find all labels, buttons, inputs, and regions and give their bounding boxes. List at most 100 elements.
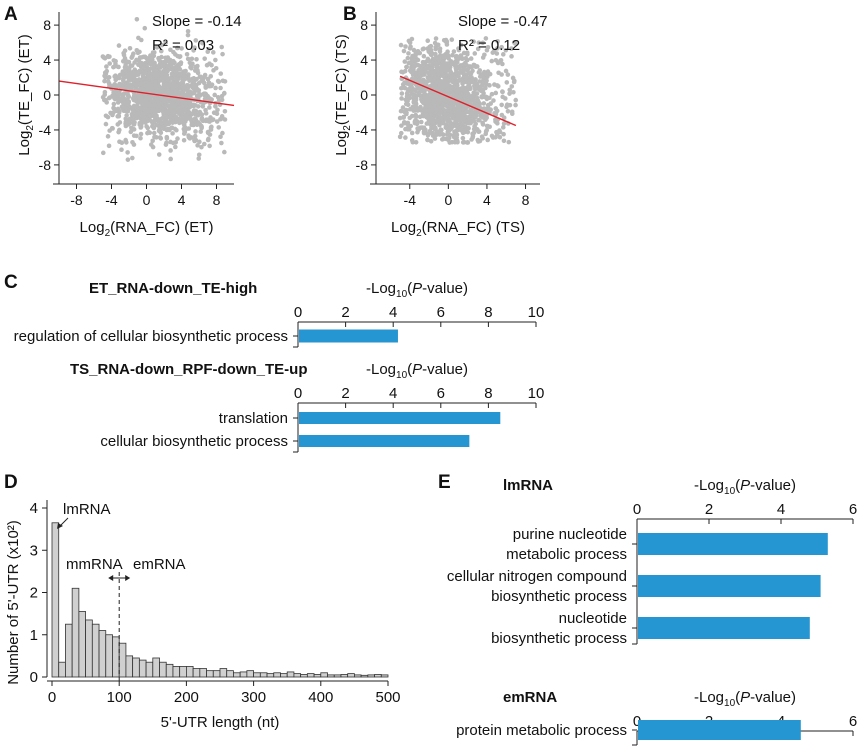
scatter-point (187, 115, 193, 120)
scatter-point (411, 93, 417, 99)
scatter-point (125, 59, 130, 65)
scatter-point (425, 38, 431, 43)
y-tick-label: 8 (360, 17, 368, 33)
histogram-bar (91, 623, 100, 678)
scatter-point (220, 130, 225, 136)
scatter-point (483, 36, 489, 41)
histogram-bar (293, 673, 302, 678)
scatter-point (454, 78, 460, 84)
scatter-point (177, 54, 182, 60)
scatter-point (207, 61, 212, 66)
scatter-point (218, 134, 223, 140)
histogram-bar (266, 673, 275, 678)
scatter-point (164, 108, 169, 113)
scatter-point (417, 86, 423, 92)
y-tick-label: -4 (356, 122, 369, 138)
scatter-point (136, 77, 142, 82)
scatter-point (116, 43, 122, 48)
scatter-point (137, 122, 143, 128)
scatter-point (483, 131, 489, 137)
scatter-point (474, 109, 479, 115)
scatter-point (406, 60, 412, 66)
scatter-point (164, 82, 170, 87)
label-mid: ( (407, 280, 412, 297)
scatter-point (198, 74, 203, 80)
scatter-point (191, 76, 197, 81)
scatter-point (214, 119, 220, 124)
scatter-point (452, 123, 458, 128)
arrowhead-left (108, 575, 114, 581)
y-tick-label: 0 (360, 87, 368, 103)
label-pre: -Log (366, 280, 396, 297)
scatter-point (456, 102, 462, 107)
panel-label: D (4, 472, 18, 493)
scatter-point (143, 71, 148, 76)
r-squared-annotation: R² = 0.03 (152, 37, 214, 54)
scatter-point (183, 119, 188, 124)
scatter-point (159, 121, 164, 126)
scatter-point (464, 89, 469, 95)
scatter-point (161, 115, 167, 120)
scatter-point (404, 94, 410, 99)
scatter-point (173, 88, 178, 94)
scatter-point (183, 125, 188, 131)
scatter-point (146, 95, 151, 101)
scatter-point (151, 125, 157, 131)
scatter-point (180, 91, 185, 97)
scatter-point (165, 68, 170, 74)
x-axis-label: Log2(RNA_FC) (ET) (80, 219, 214, 239)
scatter-point (469, 137, 474, 142)
x-tick-label: 100 (107, 689, 132, 706)
histogram-bar (259, 672, 268, 678)
scatter-point (465, 129, 471, 135)
scatter-point (128, 129, 134, 135)
scatter-point (498, 57, 504, 63)
scatter-point (142, 25, 148, 31)
scatter-point (452, 73, 458, 78)
scatter-point (197, 139, 202, 145)
scatter-point (192, 137, 197, 143)
scatter-point (180, 83, 185, 89)
scatter-point (219, 93, 225, 99)
scatter-point (473, 64, 479, 70)
scatter-point (146, 75, 152, 81)
scatter-point (481, 106, 487, 111)
scatter-point (484, 47, 490, 53)
histogram-bar (353, 674, 362, 678)
panel-label: A (4, 4, 18, 25)
scatter-point (414, 51, 420, 56)
scatter-point (493, 134, 498, 140)
scatter-point (169, 61, 175, 66)
scatter-point (185, 32, 191, 38)
scatter-point (501, 131, 506, 137)
scatter-point (202, 74, 207, 80)
label-post: (TE_FC) (TS) (333, 34, 350, 125)
scatter-point (119, 104, 125, 110)
scatter-point (413, 101, 419, 107)
scatter-point (476, 40, 482, 45)
scatter-point (143, 80, 148, 85)
scatter-point (185, 28, 191, 34)
scatter-point (408, 123, 414, 129)
scatter-point (475, 98, 481, 103)
scatter-point (134, 16, 140, 22)
histogram-bar (78, 611, 86, 678)
scatter-point (485, 102, 491, 108)
label-pre: Log (16, 131, 33, 156)
scatter-point (117, 108, 122, 114)
scatter-point (170, 120, 175, 125)
scatter-point (189, 62, 195, 67)
scatter-point (409, 130, 415, 136)
histogram-bar (233, 672, 241, 678)
category-label: biosynthetic process (491, 630, 627, 647)
scatter-point (130, 110, 136, 116)
scatter-point (399, 85, 404, 91)
scatter-point (460, 115, 465, 121)
scatter-point (441, 120, 446, 126)
scatter-point (420, 113, 425, 119)
scatter-point (124, 140, 129, 145)
scatter-point (193, 108, 198, 114)
scatter-point (433, 51, 438, 57)
scatter-point (102, 55, 108, 61)
